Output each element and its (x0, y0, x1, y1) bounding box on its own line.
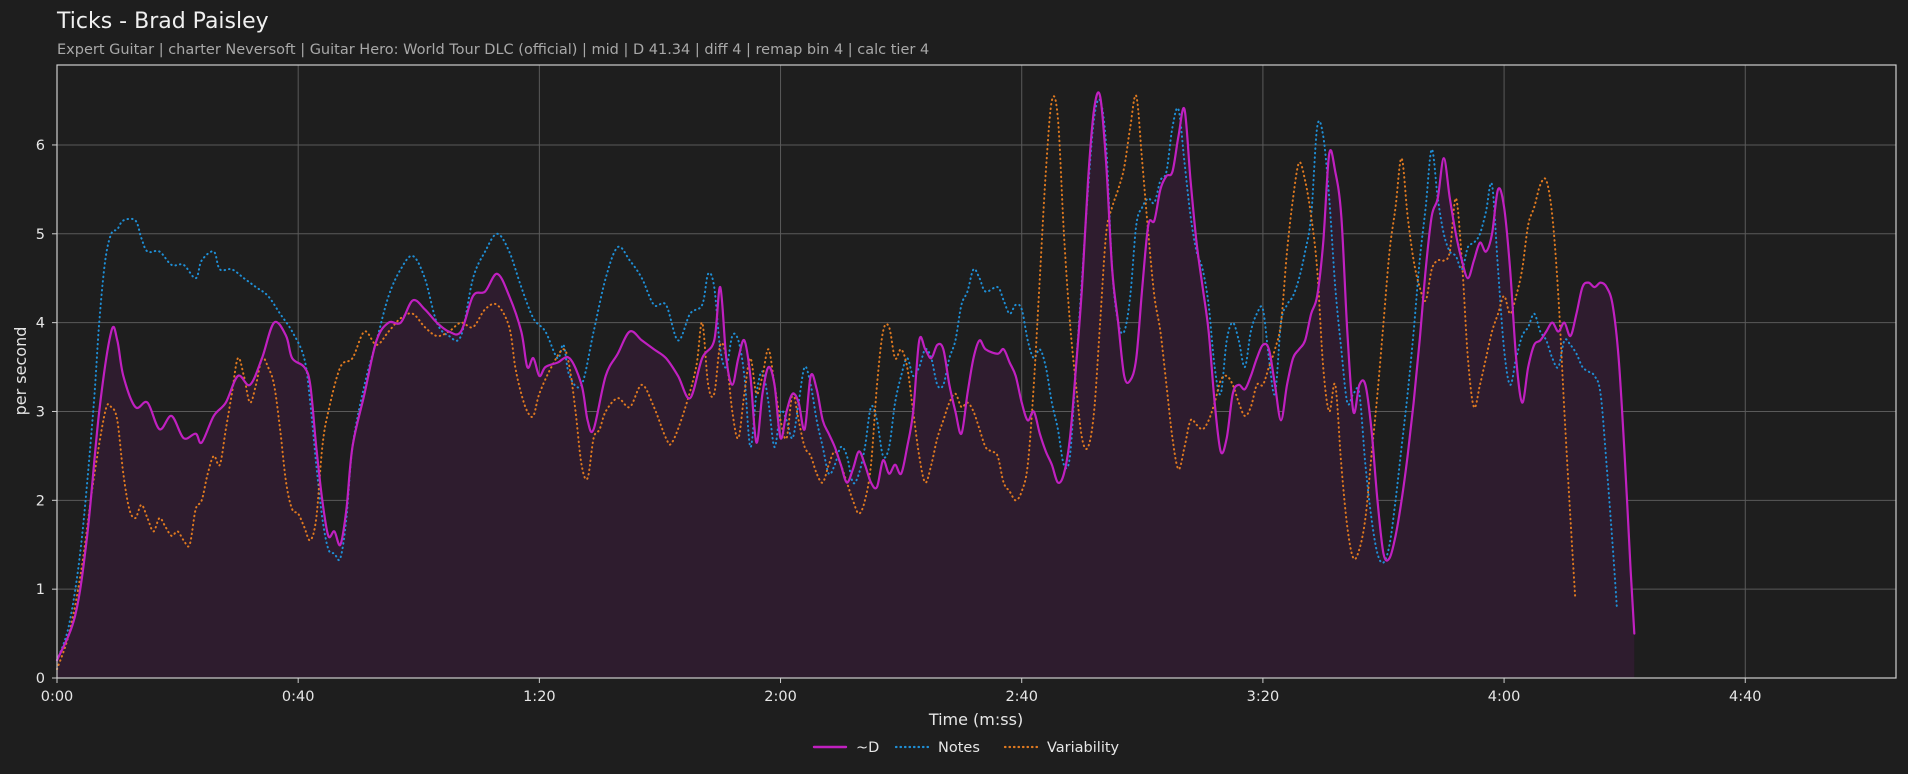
legend-label-1: Notes (938, 740, 980, 756)
x-tick-label: 1:20 (523, 689, 556, 705)
series-area-0 (57, 92, 1635, 678)
legend-label-0: ~D (856, 740, 879, 756)
y-tick-label: 0 (36, 671, 45, 687)
y-tick-label: 5 (36, 227, 45, 243)
x-tick-label: 2:00 (764, 689, 797, 705)
y-axis-label: per second (11, 327, 30, 416)
y-tick-label: 2 (36, 493, 45, 509)
x-tick-label: 4:40 (1729, 689, 1762, 705)
x-tick-label: 0:40 (282, 689, 315, 705)
y-tick-label: 4 (36, 316, 45, 332)
x-tick-label: 0:00 (41, 689, 74, 705)
x-tick-label: 4:00 (1488, 689, 1521, 705)
series-lines (55, 91, 1636, 671)
x-tick-label: 2:40 (1005, 689, 1038, 705)
legend: ~D Notes Variability (812, 740, 1120, 756)
series-line-1 (56, 98, 1618, 662)
area-fill (57, 92, 1635, 678)
y-tick-label: 3 (36, 404, 45, 420)
plot-frame (56, 64, 1897, 679)
x-tick-label: 3:20 (1247, 689, 1280, 705)
y-axis-ticks: 0 1 2 3 4 5 6 (36, 138, 57, 687)
x-axis-label: Time (m:ss) (928, 710, 1023, 729)
y-tick-label: 6 (36, 138, 45, 154)
legend-label-2: Variability (1047, 740, 1120, 756)
x-axis-ticks: 0:00 0:40 1:20 2:00 2:40 3:20 4:00 4:40 (41, 678, 1762, 705)
chart-title: Ticks - Brad Paisley (56, 9, 269, 34)
series-line-0 (55, 91, 1636, 662)
series-line-2 (56, 94, 1577, 671)
chart-subtitle: Expert Guitar | charter Neversoft | Guit… (57, 42, 929, 58)
y-tick-label: 1 (36, 582, 45, 598)
